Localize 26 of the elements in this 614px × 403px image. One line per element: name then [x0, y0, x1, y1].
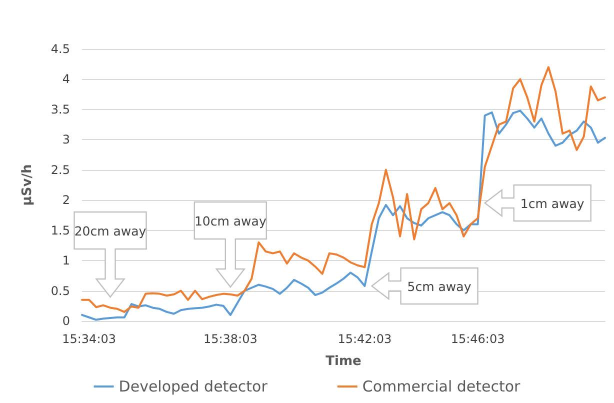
- x-axis-title: Time: [326, 354, 362, 369]
- x-tick-label: 15:34:03: [62, 332, 116, 346]
- y-tick-label: 1: [62, 254, 70, 268]
- callout-arrow: 1cm away: [484, 184, 592, 222]
- callout-arrow: 10cm away: [194, 201, 268, 288]
- x-tick-label: 15:38:03: [203, 332, 258, 346]
- y-tick-label: 3: [62, 132, 70, 147]
- y-tick-label: 0: [62, 314, 70, 328]
- y-tick-label: 3.5: [50, 102, 70, 116]
- legend-label: Commercial detector: [362, 378, 522, 396]
- callout-arrow: 20cm away: [74, 211, 147, 298]
- y-tick-label: 4: [62, 72, 70, 86]
- y-axis-title: µSv/h: [20, 164, 35, 206]
- annotation: 10cm away: [194, 214, 267, 228]
- x-tick-label: 15:42:03: [338, 332, 392, 346]
- y-tick-label: 4.5: [50, 42, 70, 56]
- callout-arrow: 5cm away: [370, 267, 478, 305]
- y-tick-label: 0.5: [50, 284, 70, 298]
- y-tick-label: 1.5: [50, 223, 70, 238]
- x-tick-label: 15:46:03: [450, 332, 505, 346]
- y-tick-label: 2.5: [50, 162, 70, 177]
- annotation: 5cm away: [407, 279, 472, 294]
- legend-label: Developed detector: [118, 378, 268, 396]
- annotation: 1cm away: [520, 196, 585, 211]
- y-tick-label: 2: [62, 193, 70, 208]
- annotation: 20cm away: [74, 224, 147, 238]
